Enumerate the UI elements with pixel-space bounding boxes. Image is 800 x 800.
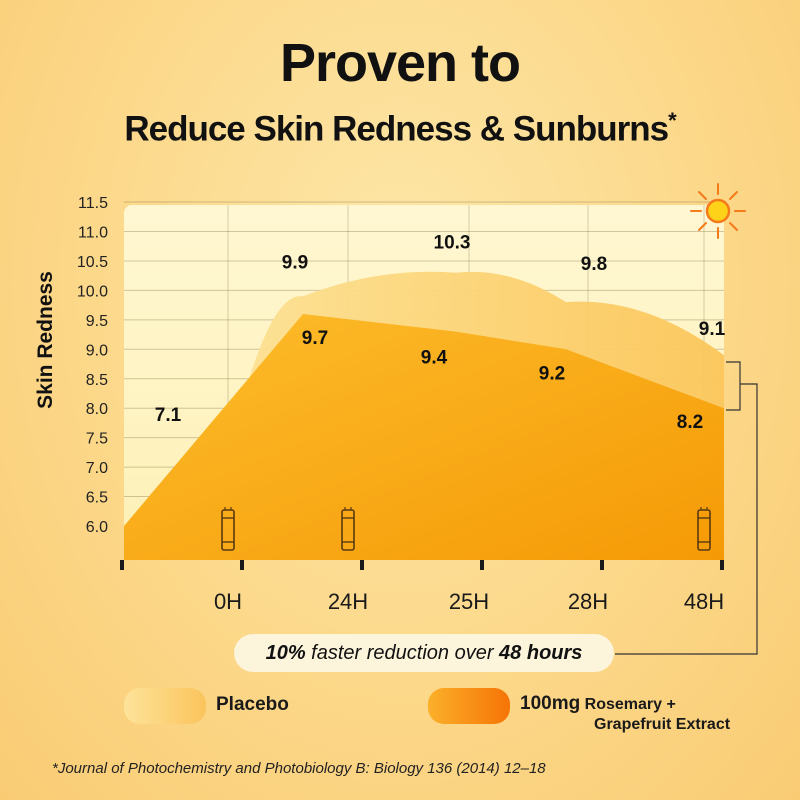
legend-treatment-label: 100mg Rosemary + Grapefruit Extract bbox=[520, 694, 730, 735]
callout-text: faster reduction over bbox=[305, 642, 500, 664]
placebo-data-label: 7.1 bbox=[155, 405, 182, 426]
treatment-data-label: 9.2 bbox=[539, 363, 565, 384]
treatment-area bbox=[124, 313, 724, 560]
x-tick-mark bbox=[120, 560, 124, 570]
placebo-data-label: 10.3 bbox=[434, 233, 471, 254]
x-tick-mark bbox=[600, 560, 604, 570]
reduction-callout: 10% faster reduction over 48 hours bbox=[234, 634, 614, 672]
placebo-data-label: 9.8 bbox=[581, 254, 607, 275]
y-tick-label: 7.5 bbox=[86, 431, 108, 448]
y-tick-label: 9.0 bbox=[86, 342, 108, 359]
y-tick-label: 9.5 bbox=[86, 313, 108, 330]
sun-icon bbox=[690, 183, 746, 239]
capsule-icon bbox=[221, 507, 235, 551]
treatment-data-label: 9.4 bbox=[421, 348, 448, 369]
y-tick-label: 10.0 bbox=[77, 283, 108, 300]
y-tick-label: 8.5 bbox=[86, 372, 108, 389]
y-tick-label: 8.0 bbox=[86, 401, 108, 418]
placebo-data-label: 9.9 bbox=[282, 252, 308, 273]
treatment-data-label: 8.2 bbox=[677, 412, 703, 433]
x-axis: 0H 24H 25H 28H 48H bbox=[120, 560, 726, 614]
x-tick-label: 0H bbox=[214, 589, 242, 614]
x-tick-label: 28H bbox=[568, 589, 608, 614]
x-tick-mark bbox=[720, 560, 724, 570]
x-tick-mark bbox=[480, 560, 484, 570]
title-asterisk: * bbox=[668, 108, 677, 133]
legend-placebo-label: Placebo bbox=[216, 694, 289, 715]
callout-duration: 48 hours bbox=[499, 642, 583, 664]
series-areas bbox=[124, 271, 724, 560]
legend-treatment-dose: 100mg bbox=[520, 693, 581, 714]
y-tick-label: 10.5 bbox=[77, 254, 108, 271]
placebo-data-label: 9.1 bbox=[699, 319, 726, 340]
legend-treatment-swatch bbox=[428, 688, 510, 724]
callout-percent: 10% bbox=[265, 642, 306, 664]
legend-treatment-name1: Rosemary + bbox=[580, 696, 676, 713]
x-tick-label: 25H bbox=[449, 589, 489, 614]
x-tick-mark bbox=[240, 560, 244, 570]
bracket bbox=[615, 361, 758, 655]
chart-title-text: Reduce Skin Redness & Sunburns bbox=[124, 109, 669, 149]
x-tick-label: 48H bbox=[684, 589, 724, 614]
y-axis-ticks: 6.0 6.5 7.0 7.5 8.0 8.5 9.0 9.5 10.0 10.5 11.0 11.5 bbox=[77, 195, 108, 536]
data-labels: 7.1 9.9 10.3 9.8 9.1 9.7 9.4 9.2 8.2 bbox=[155, 233, 726, 433]
legend-treatment-name2: Grapefruit Extract bbox=[594, 716, 731, 733]
y-tick-label: 11.5 bbox=[78, 195, 108, 212]
y-tick-label: 7.0 bbox=[86, 460, 108, 477]
treatment-data-label: 9.7 bbox=[302, 328, 328, 349]
y-tick-label: 6.5 bbox=[86, 490, 108, 507]
capsule-icon bbox=[697, 507, 711, 551]
legend-placebo-swatch bbox=[124, 688, 206, 724]
x-tick-label: 24H bbox=[328, 589, 368, 614]
footnote: *Journal of Photochemistry and Photobiol… bbox=[52, 760, 546, 777]
chart-title-line2: Reduce Skin Redness & Sunburns* bbox=[0, 108, 800, 150]
x-tick-mark bbox=[360, 560, 364, 570]
y-tick-label: 6.0 bbox=[86, 519, 108, 536]
chart-title-line1: Proven to bbox=[279, 33, 521, 93]
y-axis-label: Skin Redness bbox=[34, 271, 57, 409]
capsule-icon bbox=[341, 507, 355, 551]
capsule-markers bbox=[221, 507, 711, 551]
y-tick-label: 11.0 bbox=[78, 225, 108, 242]
